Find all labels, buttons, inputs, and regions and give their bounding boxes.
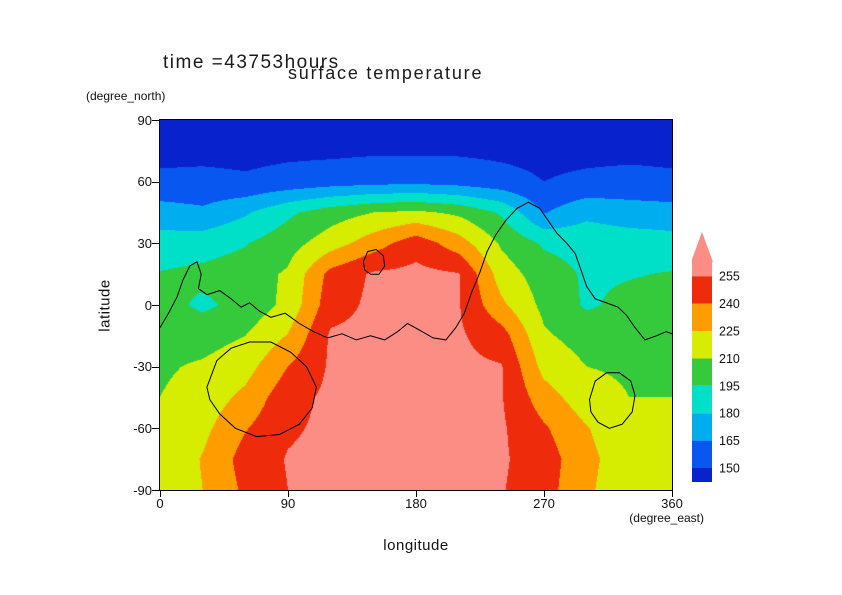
y-tick-label: 0 [144, 297, 152, 313]
y-tick-mark [152, 181, 160, 183]
y-tick-label: -60 [133, 420, 152, 436]
colorbar-segment [692, 262, 712, 277]
temperature-field-canvas [160, 120, 672, 490]
colorbar-label: 225 [719, 325, 740, 339]
y-tick-mark [152, 428, 160, 430]
x-tick-mark [672, 490, 673, 497]
colorbar-label: 255 [719, 270, 740, 284]
colorbar-segment [692, 468, 712, 482]
y-axis-unit-label: (degree_north) [86, 89, 166, 103]
x-tick-mark [160, 490, 161, 497]
y-tick-label: -90 [133, 482, 152, 498]
x-tick-mark [544, 490, 545, 497]
colorbar: 255 240 225 210 195 180 165 150 [692, 232, 740, 482]
colorbar-label: 150 [719, 462, 740, 476]
y-tick-label: 30 [137, 235, 152, 251]
y-tick-mark [152, 243, 160, 245]
x-axis-title: longitude [383, 537, 449, 554]
colorbar-segment [692, 303, 712, 331]
colorbar-segment [692, 276, 712, 304]
colorbar-label: 180 [719, 407, 740, 421]
y-tick-label: 90 [137, 112, 152, 128]
x-tick-mark [288, 490, 289, 497]
y-tick-mark [152, 120, 160, 121]
colorbar-label: 240 [719, 297, 740, 311]
x-tick-label: 270 [533, 496, 555, 511]
y-tick-mark [152, 366, 160, 368]
y-tick-mark [152, 305, 160, 306]
plot-subtitle: surface temperature [288, 63, 484, 83]
y-tick-label: 60 [137, 174, 152, 190]
colorbar-segment [692, 413, 712, 441]
colorbar-label: 195 [719, 379, 740, 393]
plot-title: time =43753hours [163, 52, 340, 73]
colorbar-segment [692, 385, 712, 414]
colorbar-segment [692, 331, 712, 359]
colorbar-label: 165 [719, 434, 740, 448]
colorbar-segment [692, 440, 712, 468]
colorbar-arrow [692, 232, 713, 262]
x-tick-label: 180 [405, 496, 427, 511]
x-tick-mark [416, 490, 417, 497]
colorbar-label: 210 [719, 352, 740, 366]
y-tick-mark [152, 490, 160, 491]
colorbar-segment [692, 358, 712, 386]
x-tick-label: 0 [156, 496, 164, 511]
x-tick-label: 360 [661, 496, 683, 511]
x-tick-label: 90 [280, 496, 296, 511]
y-tick-label: -30 [133, 359, 152, 375]
x-axis-unit-label: (degree_east) [629, 511, 704, 525]
